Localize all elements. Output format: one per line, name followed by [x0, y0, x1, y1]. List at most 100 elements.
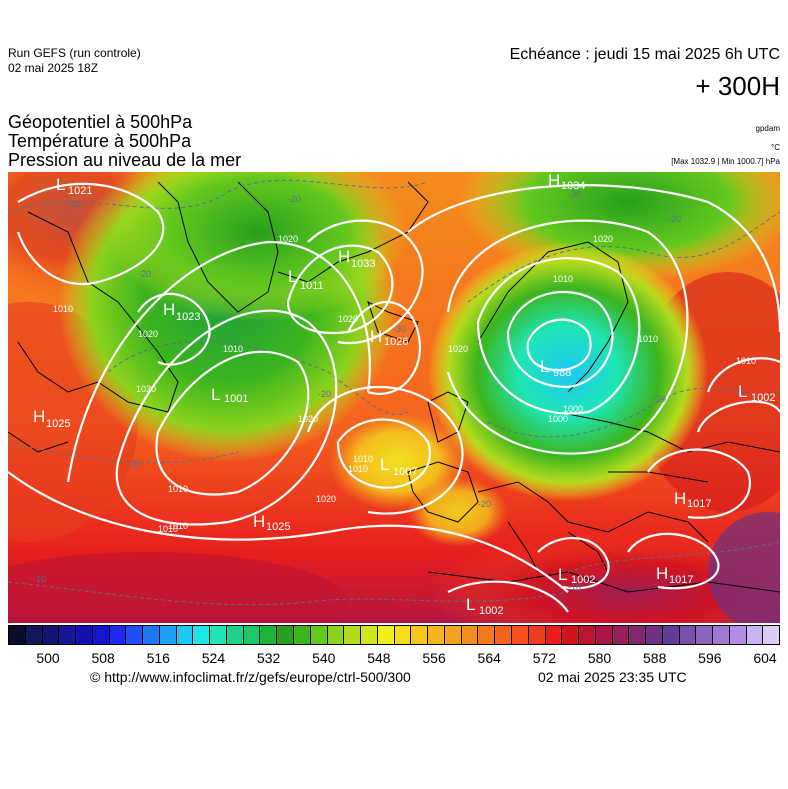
pressure-center: L 1021: [56, 175, 92, 197]
scale-swatch: [579, 626, 596, 644]
coastlines: [8, 181, 780, 593]
svg-text:1010: 1010: [638, 334, 658, 344]
scale-swatch: [511, 626, 529, 644]
scale-swatch: [612, 626, 630, 644]
scale-swatch: [159, 626, 177, 644]
title-geopotential: Géopotentiel à 500hPa: [8, 112, 193, 132]
scale-swatch: [260, 626, 278, 644]
scale-swatch: [210, 626, 227, 644]
pressure-center: H 1023: [163, 300, 200, 323]
svg-text:1010: 1010: [223, 344, 243, 354]
svg-text:1002: 1002: [751, 392, 775, 404]
svg-text:-20: -20: [138, 269, 151, 279]
svg-text:1020: 1020: [138, 329, 158, 339]
scale-swatch: [59, 626, 77, 644]
svg-text:1001: 1001: [224, 393, 248, 405]
svg-text:-20: -20: [653, 394, 666, 404]
svg-text:L: L: [540, 357, 549, 376]
scale-tick-label: 604: [753, 650, 777, 666]
svg-text:1020: 1020: [278, 234, 298, 244]
svg-text:H: H: [548, 172, 560, 190]
run-label: Run GEFS (run controle): [8, 46, 141, 60]
scale-swatch: [92, 626, 110, 644]
svg-text:-20: -20: [478, 499, 491, 509]
pressure-center: L 1011: [288, 267, 324, 292]
scale-tick-label: 596: [698, 650, 722, 666]
scale-tick-label: 524: [201, 650, 226, 666]
unit-celsius: °C: [771, 143, 780, 152]
pressure-center: H 1025: [253, 512, 290, 533]
svg-text:L: L: [211, 385, 220, 404]
svg-text:H: H: [656, 564, 668, 583]
svg-text:1000: 1000: [563, 404, 583, 414]
temperature-labels: -20 -30 -20 -20 -30 -20 -20 -30 -20 -10 …: [33, 189, 681, 592]
svg-text:1033: 1033: [351, 258, 375, 270]
scale-swatch: [763, 626, 780, 644]
scale-swatch: [42, 626, 60, 644]
svg-text:L: L: [558, 565, 567, 584]
scale-swatch: [595, 626, 613, 644]
svg-text:1020: 1020: [298, 414, 318, 424]
svg-text:-30: -30: [568, 189, 581, 199]
svg-text:-20: -20: [68, 199, 81, 209]
scale-swatch: [126, 626, 144, 644]
scale-swatch: [428, 626, 445, 644]
pressure-center: H 1026: [370, 327, 408, 348]
unit-gpdam: gpdam: [755, 124, 780, 133]
svg-text:1010: 1010: [168, 521, 188, 531]
copyright-url: © http://www.infoclimat.fr/z/gefs/europe…: [90, 669, 411, 685]
scale-swatch: [662, 626, 680, 644]
scale-swatch: [25, 626, 43, 644]
svg-text:-10: -10: [568, 582, 581, 592]
scale-tick-label: 556: [422, 650, 446, 666]
scale-swatch: [461, 626, 479, 644]
pressure-center: L 1002: [738, 382, 775, 404]
title-temperature: Température à 500hPa: [8, 131, 192, 151]
pressure-center: L 1001: [211, 385, 248, 405]
scale-swatch: [193, 626, 211, 644]
scale-swatch: [9, 626, 26, 644]
echeance-label: Echéance : jeudi 15 mai 2025 6h UTC: [509, 46, 780, 63]
svg-text:-30: -30: [393, 324, 406, 334]
weather-map[interactable]: 1020 1010 1020 1010 1020 1010 1010 1020 …: [8, 172, 780, 623]
svg-text:1017: 1017: [687, 498, 711, 510]
generated-date: 02 mai 2025 23:35 UTC: [538, 669, 687, 685]
svg-text:1023: 1023: [176, 311, 200, 323]
scale-swatch: [243, 626, 261, 644]
svg-text:1010: 1010: [158, 524, 178, 534]
svg-text:-20: -20: [318, 389, 331, 399]
svg-text:1002: 1002: [571, 574, 595, 586]
pressure-center: H 1017: [656, 564, 693, 586]
svg-text:1026: 1026: [384, 336, 408, 348]
svg-text:1020: 1020: [448, 344, 468, 354]
scale-swatch: [361, 626, 378, 644]
svg-text:1025: 1025: [46, 418, 70, 430]
scale-swatch: [478, 626, 496, 644]
scale-swatch: [729, 626, 747, 644]
scale-swatch: [679, 626, 697, 644]
scale-swatch: [411, 626, 429, 644]
title-pressure: Pression au niveau de la mer: [8, 150, 242, 170]
scale-swatch: [528, 626, 546, 644]
scale-swatch: [444, 626, 462, 644]
pressure-center: H 1025: [33, 407, 70, 430]
pressure-center: L 988: [540, 357, 571, 379]
svg-text:1010: 1010: [168, 484, 188, 494]
svg-text:1000: 1000: [548, 414, 568, 424]
scale-swatch: [76, 626, 93, 644]
svg-text:1025: 1025: [266, 521, 290, 533]
scale-tick-label: 564: [477, 650, 501, 666]
scale-swatch: [294, 626, 311, 644]
scale-tick-label: 580: [587, 650, 612, 666]
scale-swatch: [176, 626, 194, 644]
isobars: [8, 182, 780, 613]
scale-tick-label: 548: [367, 650, 391, 666]
scale-swatch: [545, 626, 563, 644]
svg-text:1010: 1010: [736, 356, 756, 366]
pressure-maxmin: [Max 1032.9 | Min 1000.7] hPa: [671, 157, 780, 166]
pressure-center: H 1033: [338, 247, 375, 270]
pressure-center: L 1002: [558, 565, 595, 586]
svg-text:1020: 1020: [316, 494, 336, 504]
scale-swatch: [394, 626, 412, 644]
svg-text:H: H: [33, 407, 45, 426]
